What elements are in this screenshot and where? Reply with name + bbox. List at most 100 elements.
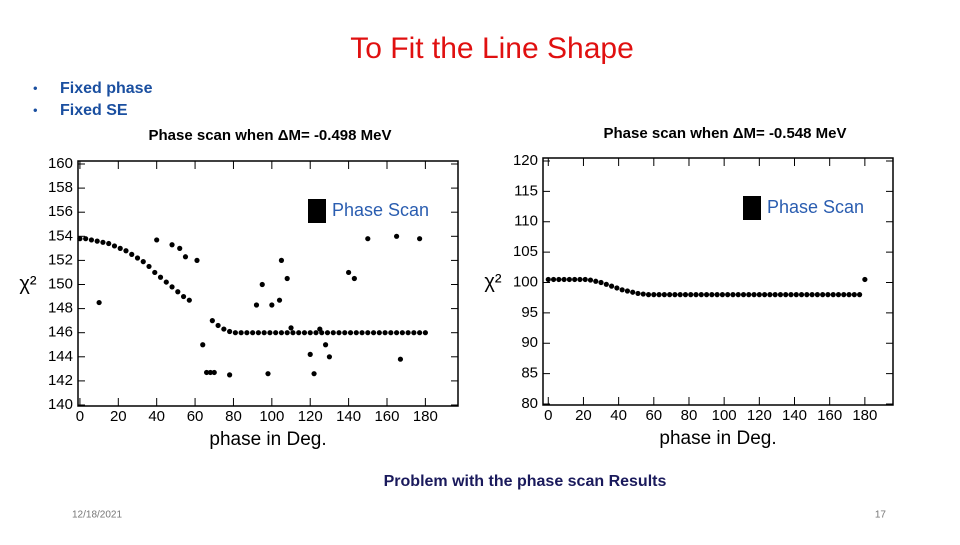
- x-tick-label: 120: [747, 407, 772, 424]
- y-tick-label: 120: [513, 152, 538, 169]
- data-point: [322, 342, 329, 348]
- data-point: [244, 330, 250, 336]
- data-point: [169, 284, 175, 290]
- data-point: [851, 292, 857, 298]
- data-point: [703, 292, 710, 298]
- data-point: [399, 330, 405, 336]
- data-point: [762, 292, 768, 298]
- data-point: [96, 299, 102, 306]
- x-tick-label: 140: [782, 407, 807, 424]
- data-point: [186, 297, 192, 303]
- x-tick-label: 20: [110, 408, 127, 425]
- data-point: [324, 330, 331, 336]
- data-point: [288, 325, 294, 331]
- data-point: [397, 356, 404, 362]
- data-point: [862, 276, 868, 283]
- y-tick-label: 158: [48, 179, 73, 196]
- data-point: [809, 292, 815, 298]
- y-tick-label: 152: [48, 251, 73, 268]
- data-point: [672, 292, 678, 298]
- data-point: [640, 291, 646, 297]
- data-point: [317, 326, 323, 332]
- y-tick-label: 148: [48, 300, 73, 317]
- data-point: [798, 292, 805, 298]
- data-point: [630, 289, 636, 295]
- data-point: [278, 330, 285, 336]
- y-tick-label: 146: [48, 324, 73, 341]
- data-point: [846, 292, 852, 298]
- x-tick-label: 180: [852, 407, 877, 424]
- data-point: [152, 269, 158, 276]
- data-point: [269, 302, 275, 308]
- x-tick-label: 80: [681, 407, 698, 424]
- caption: Problem with the phase scan Results: [384, 473, 667, 490]
- date: 12/18/2021: [72, 510, 122, 521]
- data-point: [788, 292, 794, 298]
- y-tick-label: 144: [48, 348, 73, 365]
- data-point: [820, 292, 826, 298]
- y-tick-label: 85: [521, 365, 538, 382]
- y-tick-label: 90: [521, 334, 538, 351]
- data-point: [77, 236, 83, 242]
- data-point: [157, 274, 164, 280]
- data-point: [232, 330, 238, 336]
- y-axis-label: χ²: [19, 273, 36, 295]
- data-point: [688, 292, 694, 298]
- data-point: [561, 276, 567, 283]
- data-point: [587, 277, 594, 283]
- data-point: [614, 285, 620, 291]
- data-point: [572, 276, 578, 283]
- data-point: [405, 330, 411, 336]
- data-point: [661, 292, 667, 298]
- data-point: [667, 292, 673, 298]
- data-point: [772, 292, 778, 298]
- data-point: [577, 276, 583, 283]
- page-number: 17: [875, 510, 887, 521]
- data-point: [556, 276, 562, 283]
- data-point: [388, 330, 394, 336]
- data-point: [351, 275, 357, 282]
- data-point: [177, 245, 183, 251]
- data-point: [714, 292, 720, 298]
- slide-title: To Fit the Line Shape: [350, 32, 634, 65]
- data-point: [111, 243, 118, 249]
- data-point: [134, 255, 141, 261]
- data-point: [709, 292, 715, 298]
- plot-frame: [77, 160, 459, 407]
- data-point: [751, 292, 757, 298]
- x-tick-label: 80: [225, 408, 242, 425]
- data-point: [370, 330, 377, 336]
- data-point: [129, 251, 135, 257]
- bullet-dot: •: [33, 102, 38, 117]
- data-point: [682, 292, 689, 298]
- x-tick-label: 20: [575, 407, 592, 424]
- data-point: [146, 263, 152, 270]
- data-point: [746, 292, 752, 298]
- y-tick-label: 105: [513, 243, 538, 260]
- data-point: [117, 245, 123, 251]
- data-point: [180, 293, 187, 300]
- data-point: [417, 236, 423, 242]
- data-point: [227, 372, 233, 378]
- data-point: [830, 292, 836, 298]
- data-point: [238, 330, 244, 336]
- x-tick-label: 0: [544, 407, 552, 424]
- data-point: [353, 330, 359, 336]
- data-point: [215, 322, 221, 329]
- data-point: [261, 330, 267, 336]
- data-point: [284, 275, 290, 282]
- legend-label: Phase Scan: [767, 197, 864, 217]
- data-point: [825, 292, 831, 298]
- data-point: [154, 237, 160, 243]
- data-point: [211, 369, 217, 376]
- data-point: [227, 328, 233, 335]
- bullet: Fixed SE: [60, 102, 128, 119]
- data-point: [730, 292, 736, 298]
- data-point: [88, 237, 95, 243]
- data-point: [359, 330, 365, 336]
- data-point: [276, 297, 283, 303]
- data-point: [163, 279, 169, 285]
- data-point: [841, 292, 847, 298]
- y-tick-label: 160: [48, 155, 73, 172]
- x-tick-label: 140: [336, 408, 361, 425]
